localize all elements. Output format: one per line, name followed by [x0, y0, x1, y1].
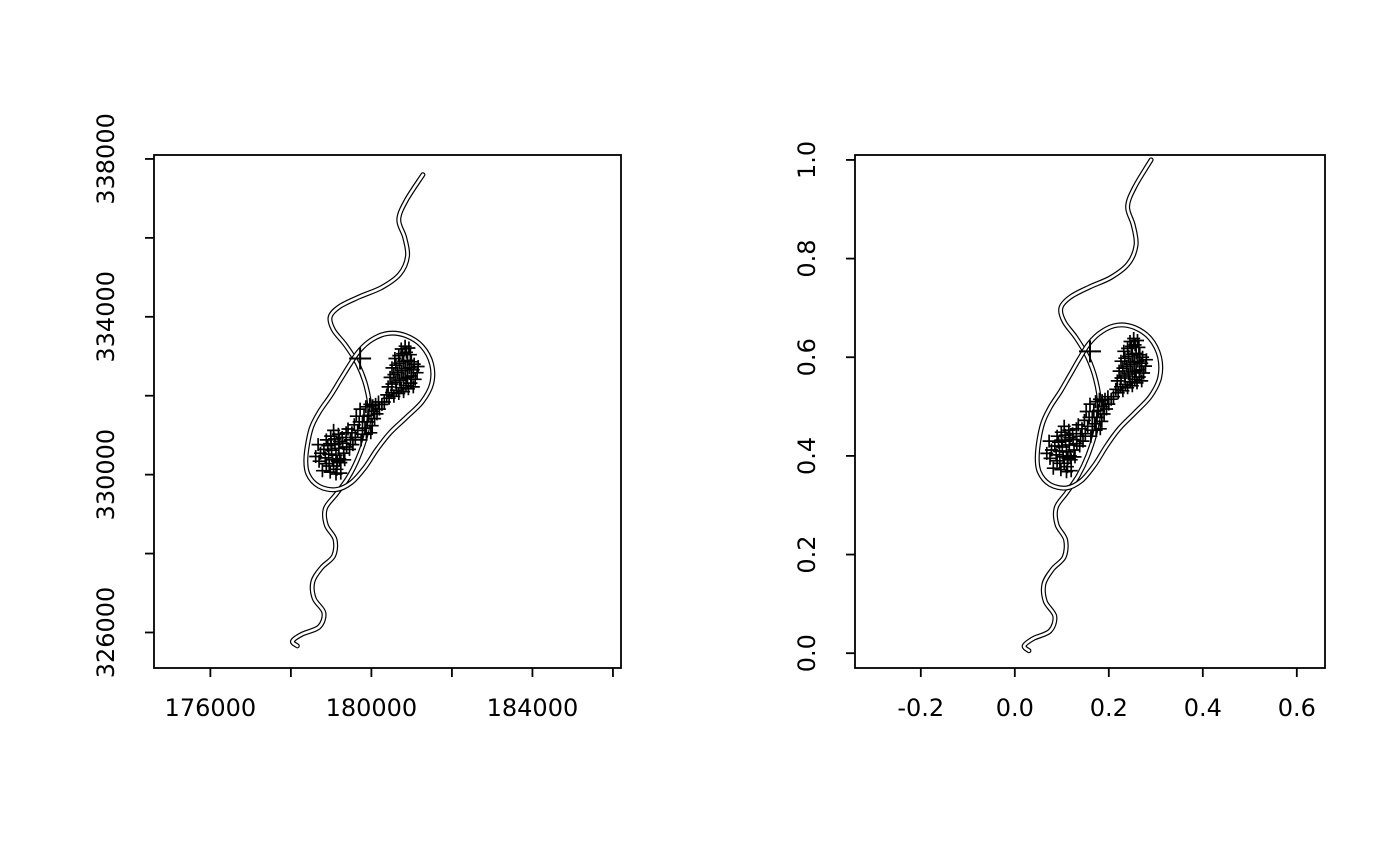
- x-tick-label: -0.2: [897, 694, 944, 722]
- plot-content: [1021, 157, 1164, 654]
- y-tick-label: 0.8: [793, 240, 821, 278]
- right-plot: -0.2 0.0 0.2 0.4 0.6 0.0 0.2 0.4 0.6 0.8 1.0: [793, 141, 1326, 722]
- window-outline-inner: [304, 331, 435, 492]
- y-tick-label: 0.6: [793, 338, 821, 376]
- left-plot: 176000 180000 184000 326000 330000 334000 3380…: [92, 113, 622, 722]
- large-point-marker: [1079, 340, 1101, 363]
- point-markers: [309, 339, 425, 481]
- river-curve-inner: [1022, 158, 1153, 652]
- plot-box: [854, 154, 1326, 669]
- y-tick-label: 326000: [92, 587, 120, 679]
- x-tick-label: 176000: [165, 694, 257, 722]
- x-tick-label: 0.6: [1278, 694, 1316, 722]
- y-tick-label: 334000: [92, 271, 120, 363]
- plot-content: [289, 172, 436, 649]
- point-markers: [1040, 332, 1153, 479]
- plot-box: [153, 154, 622, 669]
- x-tick-label: 0.0: [996, 694, 1034, 722]
- x-tick-label: 0.2: [1090, 694, 1128, 722]
- x-tick-label: 0.4: [1184, 694, 1222, 722]
- y-tick-label: 338000: [92, 113, 120, 205]
- window-outline-inner: [1035, 323, 1163, 490]
- x-tick-label: 180000: [326, 694, 418, 722]
- x-tick-label: 184000: [487, 694, 579, 722]
- river-curve-outer: [1021, 157, 1154, 654]
- y-tick-label: 0.0: [793, 634, 821, 672]
- y-tick-label: 330000: [92, 429, 120, 521]
- y-tick-label: 0.4: [793, 437, 821, 475]
- large-point-marker: [349, 347, 372, 370]
- y-tick-label: 0.2: [793, 535, 821, 573]
- river-curve-outer: [289, 172, 426, 649]
- y-tick-label: 1.0: [793, 141, 821, 179]
- river-curve-inner: [291, 173, 425, 648]
